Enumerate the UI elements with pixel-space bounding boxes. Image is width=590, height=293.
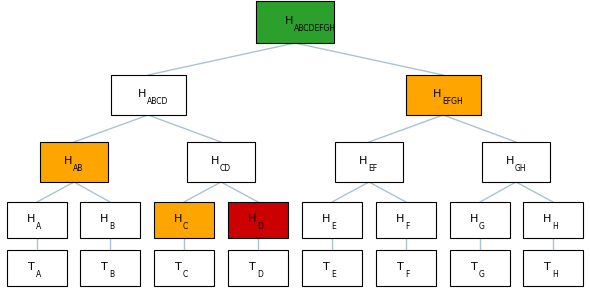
Text: D: D <box>257 270 263 279</box>
Text: H: H <box>173 214 182 224</box>
Text: T: T <box>471 262 478 272</box>
Text: B: B <box>109 222 114 231</box>
Text: AB: AB <box>73 164 83 173</box>
Text: T: T <box>249 262 256 272</box>
Text: T: T <box>175 262 182 272</box>
FancyBboxPatch shape <box>7 202 67 238</box>
FancyBboxPatch shape <box>228 202 288 238</box>
FancyBboxPatch shape <box>335 142 403 182</box>
Text: F: F <box>405 270 409 279</box>
Text: D: D <box>257 222 263 231</box>
Text: H: H <box>211 156 219 166</box>
Text: B: B <box>109 270 114 279</box>
FancyBboxPatch shape <box>523 250 583 286</box>
Text: ABCDEFGH: ABCDEFGH <box>294 24 336 33</box>
Text: H: H <box>137 89 146 99</box>
Text: F: F <box>405 222 409 231</box>
FancyBboxPatch shape <box>256 1 334 43</box>
Text: ABCD: ABCD <box>147 97 168 106</box>
FancyBboxPatch shape <box>187 142 255 182</box>
Text: H: H <box>64 156 72 166</box>
FancyBboxPatch shape <box>302 250 362 286</box>
Text: H: H <box>284 16 293 26</box>
Text: A: A <box>36 270 41 279</box>
Text: T: T <box>397 262 404 272</box>
Text: EF: EF <box>368 164 377 173</box>
Text: H: H <box>100 214 108 224</box>
FancyBboxPatch shape <box>154 250 214 286</box>
FancyBboxPatch shape <box>7 250 67 286</box>
Text: G: G <box>479 222 485 231</box>
Text: G: G <box>479 270 485 279</box>
Text: T: T <box>101 262 108 272</box>
FancyBboxPatch shape <box>450 250 510 286</box>
Text: H: H <box>543 214 551 224</box>
Text: C: C <box>183 270 188 279</box>
Text: T: T <box>323 262 330 272</box>
Text: T: T <box>28 262 35 272</box>
Text: E: E <box>331 222 336 231</box>
FancyBboxPatch shape <box>228 250 288 286</box>
FancyBboxPatch shape <box>450 202 510 238</box>
Text: H: H <box>322 214 330 224</box>
FancyBboxPatch shape <box>40 142 108 182</box>
Text: H: H <box>506 156 514 166</box>
FancyBboxPatch shape <box>376 202 436 238</box>
Text: T: T <box>544 262 551 272</box>
Text: A: A <box>36 222 41 231</box>
FancyBboxPatch shape <box>376 250 436 286</box>
Text: C: C <box>183 222 188 231</box>
Text: EFGH: EFGH <box>442 97 463 106</box>
FancyBboxPatch shape <box>523 202 583 238</box>
Text: H: H <box>432 89 441 99</box>
Text: H: H <box>396 214 404 224</box>
Text: H: H <box>248 214 256 224</box>
Text: CD: CD <box>220 164 231 173</box>
FancyBboxPatch shape <box>482 142 550 182</box>
Text: E: E <box>331 270 336 279</box>
FancyBboxPatch shape <box>405 75 480 115</box>
FancyBboxPatch shape <box>154 202 214 238</box>
Text: H: H <box>470 214 478 224</box>
FancyBboxPatch shape <box>80 202 140 238</box>
Text: H: H <box>27 214 35 224</box>
FancyBboxPatch shape <box>302 202 362 238</box>
Text: H: H <box>552 270 558 279</box>
FancyBboxPatch shape <box>110 75 185 115</box>
Text: H: H <box>359 156 367 166</box>
Text: H: H <box>552 222 558 231</box>
Text: GH: GH <box>515 164 527 173</box>
FancyBboxPatch shape <box>80 250 140 286</box>
